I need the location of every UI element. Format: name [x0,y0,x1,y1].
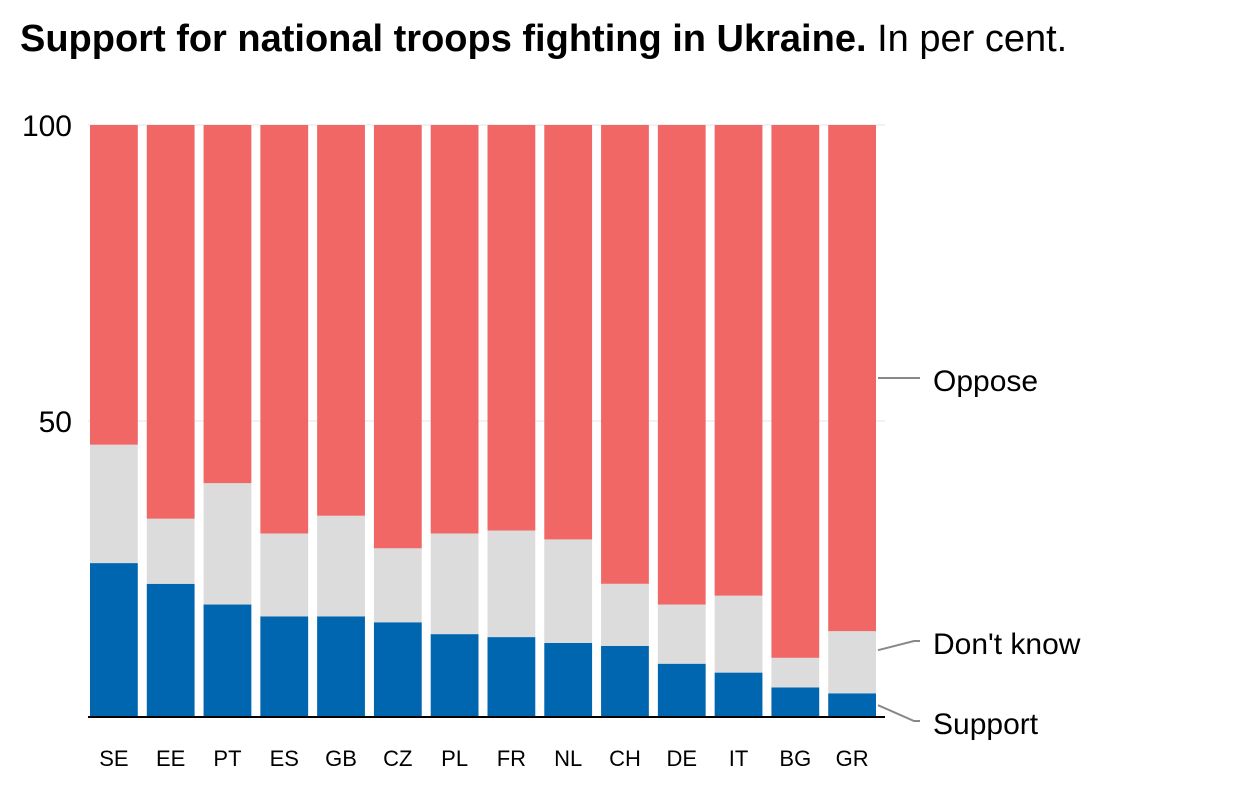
bar-dont-know-fr[interactable] [487,530,536,638]
x-tick-label-gb: GB [325,746,357,771]
bar-dont-know-se[interactable] [90,444,138,564]
bar-oppose-gr[interactable] [828,125,876,632]
bar-dont-know-gr[interactable] [828,631,876,694]
bar-oppose-de[interactable] [657,125,706,605]
bar-dont-know-it[interactable] [714,595,763,673]
legend-label-support: Support [933,708,1039,741]
bar-oppose-ch[interactable] [601,125,649,584]
x-tick-label-bg: BG [779,746,811,771]
x-tick-label-nl: NL [554,746,582,771]
x-tick-label-cz: CZ [383,746,412,771]
bar-support-es[interactable] [260,616,309,717]
bar-oppose-pt[interactable] [203,125,252,484]
bar-support-cz[interactable] [373,622,422,717]
legend-leader-dont-know [877,640,920,652]
bar-dont-know-pl[interactable] [430,533,479,635]
bar-dont-know-es[interactable] [260,533,309,617]
x-tick-label-se: SE [99,746,128,771]
chart-subtitle: In per cent. [877,18,1068,60]
bar-oppose-nl[interactable] [544,125,593,540]
bar-dont-know-cz[interactable] [373,548,422,623]
y-tick-label-100: 100 [22,110,72,143]
bar-oppose-es[interactable] [260,125,309,534]
x-tick-label-gr: GR [836,746,869,771]
bar-oppose-fr[interactable] [487,125,536,531]
legend-label-oppose: Oppose [933,365,1038,398]
bar-oppose-ee[interactable] [146,125,195,519]
bar-support-gb[interactable] [317,616,365,717]
y-tick-label-50: 50 [39,406,72,439]
bar-support-it[interactable] [714,672,763,717]
x-tick-label-de: DE [666,746,697,771]
bar-dont-know-gb[interactable] [317,515,365,617]
x-tick-label-pl: PL [441,746,468,771]
legend-leader-support [877,704,920,722]
bar-support-fr[interactable] [487,637,536,717]
bar-support-bg[interactable] [771,687,820,717]
x-tick-label-it: IT [729,746,749,771]
bar-support-pt[interactable] [203,604,252,717]
x-tick-label-es: ES [270,746,299,771]
bar-dont-know-bg[interactable] [771,657,820,688]
bar-oppose-gb[interactable] [317,125,365,516]
bar-dont-know-nl[interactable] [544,539,593,643]
bar-support-de[interactable] [657,663,706,717]
bar-dont-know-pt[interactable] [203,483,252,605]
x-tick-label-fr: FR [497,746,526,771]
bar-oppose-it[interactable] [714,125,763,596]
x-tick-label-ee: EE [156,746,185,771]
bar-dont-know-de[interactable] [657,604,706,664]
legend-label-dont-know: Don't know [933,628,1081,661]
bar-support-gr[interactable] [828,693,876,717]
bar-support-se[interactable] [90,563,138,717]
x-tick-label-ch: CH [609,746,641,771]
bar-oppose-pl[interactable] [430,125,479,534]
bar-support-nl[interactable] [544,643,593,717]
chart-title: Support for national troops fighting in … [20,16,1067,62]
bar-support-pl[interactable] [430,634,479,717]
bar-support-ch[interactable] [601,645,649,717]
bar-dont-know-ee[interactable] [146,518,195,584]
bar-oppose-cz[interactable] [373,125,422,549]
x-tick-label-pt: PT [213,746,241,771]
bar-support-ee[interactable] [146,583,195,717]
bar-oppose-se[interactable] [90,125,138,445]
bar-dont-know-ch[interactable] [601,583,649,646]
chart-title-main: Support for national troops fighting in … [20,18,867,60]
bar-oppose-bg[interactable] [771,125,820,658]
